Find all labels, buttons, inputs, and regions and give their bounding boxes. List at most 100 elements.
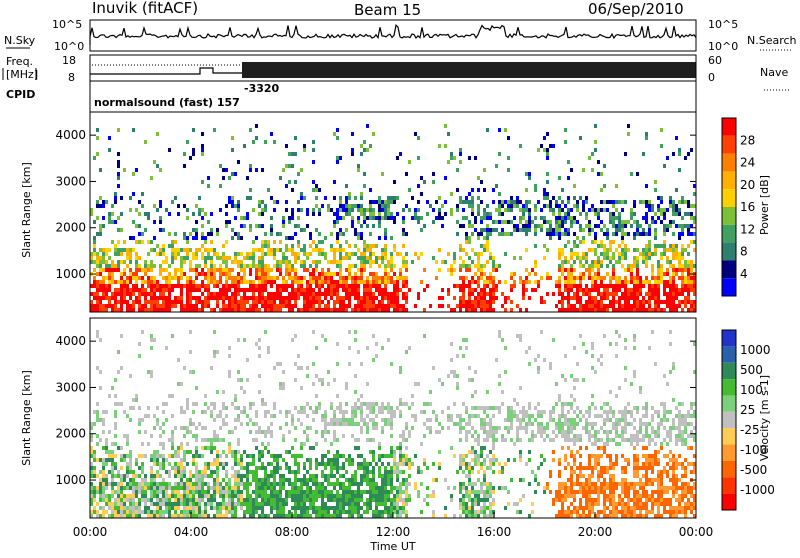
heatmap-cell bbox=[285, 288, 288, 292]
heatmap-cell bbox=[618, 256, 621, 260]
heatmap-cell bbox=[252, 454, 255, 458]
heatmap-cell bbox=[351, 288, 354, 292]
heatmap-cell bbox=[309, 288, 312, 292]
heatmap-cell bbox=[369, 402, 372, 406]
heatmap-cell bbox=[111, 514, 114, 518]
heatmap-cell bbox=[96, 296, 99, 300]
heatmap-cell bbox=[306, 494, 309, 498]
heatmap-cell bbox=[384, 498, 387, 502]
heatmap-cell bbox=[303, 474, 306, 478]
heatmap-cell bbox=[261, 490, 264, 494]
heatmap-cell bbox=[348, 510, 351, 514]
heatmap-cell bbox=[624, 284, 627, 288]
heatmap-cell bbox=[471, 308, 474, 312]
heatmap-cell bbox=[168, 304, 171, 308]
heatmap-cell bbox=[390, 300, 393, 304]
heatmap-cell bbox=[603, 288, 606, 292]
heatmap-cell bbox=[258, 260, 261, 264]
heatmap-cell bbox=[129, 510, 132, 514]
heatmap-cell bbox=[621, 236, 624, 240]
heatmap-cell bbox=[168, 280, 171, 284]
heatmap-cell bbox=[93, 292, 96, 296]
heatmap-cell bbox=[372, 200, 375, 204]
heatmap-cell bbox=[270, 216, 273, 220]
heatmap-cell bbox=[339, 216, 342, 220]
heatmap-cell bbox=[174, 470, 177, 474]
heatmap-cell bbox=[288, 510, 291, 514]
heatmap-cell bbox=[243, 288, 246, 292]
heatmap-cell bbox=[276, 502, 279, 506]
heatmap-cell bbox=[600, 292, 603, 296]
heatmap-cell bbox=[144, 494, 147, 498]
heatmap-cell bbox=[171, 256, 174, 260]
heatmap-cell bbox=[690, 304, 693, 308]
heatmap-cell bbox=[600, 208, 603, 212]
heatmap-cell bbox=[387, 422, 390, 426]
heatmap-cell bbox=[102, 514, 105, 518]
heatmap-cell bbox=[414, 454, 417, 458]
heatmap-cell bbox=[186, 478, 189, 482]
heatmap-cell bbox=[564, 268, 567, 272]
heatmap-cell bbox=[576, 308, 579, 312]
heatmap-cell bbox=[459, 288, 462, 292]
heatmap-cell bbox=[312, 268, 315, 272]
heatmap-cell bbox=[612, 288, 615, 292]
heatmap-cell bbox=[96, 458, 99, 462]
heatmap-cell bbox=[306, 256, 309, 260]
heatmap-cell bbox=[102, 458, 105, 462]
heatmap-cell bbox=[663, 292, 666, 296]
heatmap-cell bbox=[237, 458, 240, 462]
heatmap-cell bbox=[585, 288, 588, 292]
heatmap-cell bbox=[690, 284, 693, 288]
heatmap-cell bbox=[393, 466, 396, 470]
heatmap-cell bbox=[408, 208, 411, 212]
heatmap-cell bbox=[168, 514, 171, 518]
heatmap-cell bbox=[612, 200, 615, 204]
heatmap-cell bbox=[237, 338, 240, 342]
heatmap-cell bbox=[99, 494, 102, 498]
heatmap-cell bbox=[162, 402, 165, 406]
heatmap-cell bbox=[366, 482, 369, 486]
heatmap-cell bbox=[141, 510, 144, 514]
heatmap-cell bbox=[204, 212, 207, 216]
heatmap-cell bbox=[153, 454, 156, 458]
heatmap-cell bbox=[366, 422, 369, 426]
heatmap-cell bbox=[657, 216, 660, 220]
heatmap-cell bbox=[666, 284, 669, 288]
heatmap-cell bbox=[603, 244, 606, 248]
heatmap-cell bbox=[399, 506, 402, 510]
heatmap-cell bbox=[279, 386, 282, 390]
heatmap-cell bbox=[504, 208, 507, 212]
heatmap-cell bbox=[159, 292, 162, 296]
heatmap-cell bbox=[258, 296, 261, 300]
heatmap-cell bbox=[195, 434, 198, 438]
heatmap-cell bbox=[192, 462, 195, 466]
heatmap-cell bbox=[189, 248, 192, 252]
heatmap-cell bbox=[297, 470, 300, 474]
heatmap-cell bbox=[606, 304, 609, 308]
heatmap-cell bbox=[174, 296, 177, 300]
heatmap-cell bbox=[669, 244, 672, 248]
heatmap-cell bbox=[330, 280, 333, 284]
heatmap-cell bbox=[456, 354, 459, 358]
heatmap-cell bbox=[606, 272, 609, 276]
heatmap-cell bbox=[246, 378, 249, 382]
heatmap-cell bbox=[642, 260, 645, 264]
heatmap-cell bbox=[120, 196, 123, 200]
heatmap-cell bbox=[216, 458, 219, 462]
heatmap-cell bbox=[435, 276, 438, 280]
heatmap-cell bbox=[678, 288, 681, 292]
heatmap-cell bbox=[615, 184, 618, 188]
heatmap-cell bbox=[561, 272, 564, 276]
heatmap-cell bbox=[681, 264, 684, 268]
heatmap-cell bbox=[135, 252, 138, 256]
heatmap-cell bbox=[687, 200, 690, 204]
heatmap-cell bbox=[189, 276, 192, 280]
heatmap-cell bbox=[252, 280, 255, 284]
heatmap-cell bbox=[183, 454, 186, 458]
heatmap-cell bbox=[213, 284, 216, 288]
heatmap-cell bbox=[174, 506, 177, 510]
heatmap-cell bbox=[141, 462, 144, 466]
heatmap-cell bbox=[279, 454, 282, 458]
heatmap-cell bbox=[252, 308, 255, 312]
